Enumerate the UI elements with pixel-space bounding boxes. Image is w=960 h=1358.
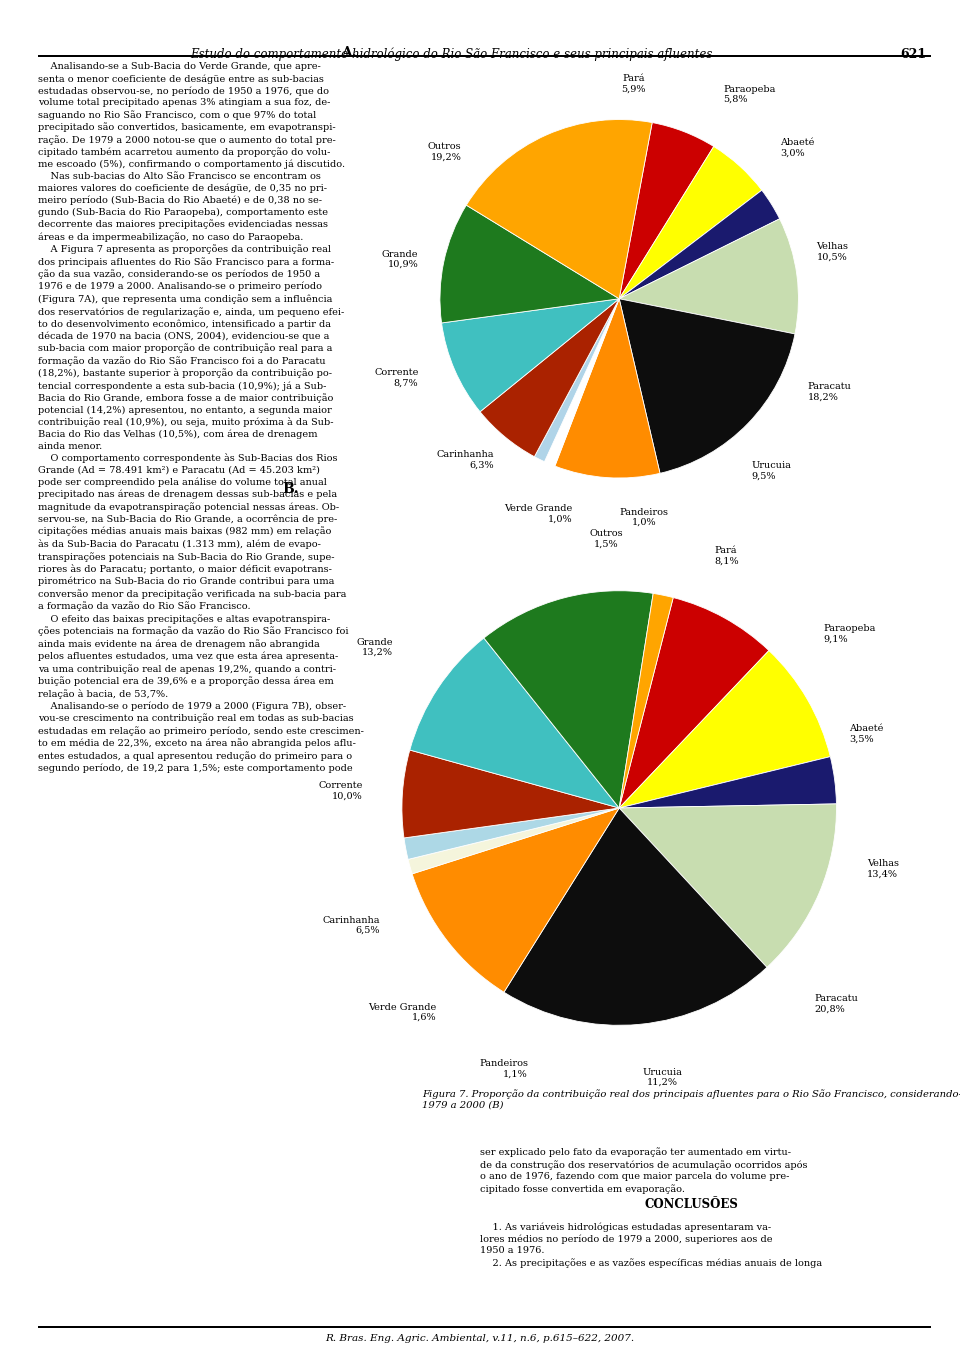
Text: Urucuia
9,5%: Urucuia 9,5% bbox=[752, 462, 792, 481]
Text: Verde Grande
1,0%: Verde Grande 1,0% bbox=[504, 504, 572, 524]
Text: B.: B. bbox=[282, 482, 300, 496]
Text: A.: A. bbox=[342, 46, 357, 60]
Wedge shape bbox=[402, 750, 619, 838]
Text: Estudo do comportamento hidrológico do Rio São Francisco e seus principais aflue: Estudo do comportamento hidrológico do R… bbox=[190, 48, 712, 61]
Text: Paraopeba
9,1%: Paraopeba 9,1% bbox=[824, 625, 876, 644]
Text: Paracatu
18,2%: Paracatu 18,2% bbox=[807, 382, 852, 402]
Text: CONCLUSÕES: CONCLUSÕES bbox=[644, 1198, 738, 1211]
Wedge shape bbox=[619, 190, 780, 299]
Text: Carinhanha
6,5%: Carinhanha 6,5% bbox=[323, 915, 380, 936]
Text: 1. As variáveis hidrológicas estudadas apresentaram va-
lores médios no período : 1. As variáveis hidrológicas estudadas a… bbox=[480, 1222, 822, 1268]
Wedge shape bbox=[619, 122, 714, 299]
Wedge shape bbox=[480, 299, 619, 456]
Text: Urucuia
11,2%: Urucuia 11,2% bbox=[642, 1067, 683, 1088]
Text: Grande
10,9%: Grande 10,9% bbox=[382, 250, 419, 269]
Wedge shape bbox=[467, 120, 652, 299]
Text: Outros
1,5%: Outros 1,5% bbox=[589, 528, 623, 549]
Wedge shape bbox=[619, 147, 762, 299]
Text: Velhas
10,5%: Velhas 10,5% bbox=[816, 243, 849, 262]
Text: Pandeiros
1,0%: Pandeiros 1,0% bbox=[620, 508, 669, 527]
Text: 621: 621 bbox=[900, 48, 926, 61]
Wedge shape bbox=[619, 593, 673, 808]
Text: Velhas
13,4%: Velhas 13,4% bbox=[867, 860, 899, 879]
Text: Paracatu
20,8%: Paracatu 20,8% bbox=[815, 994, 858, 1013]
Text: R. Bras. Eng. Agric. Ambiental, v.11, n.6, p.615–622, 2007.: R. Bras. Eng. Agric. Ambiental, v.11, n.… bbox=[325, 1334, 635, 1343]
Wedge shape bbox=[619, 756, 836, 808]
Text: Paraopeba
5,8%: Paraopeba 5,8% bbox=[723, 84, 776, 105]
Text: Pará
5,9%: Pará 5,9% bbox=[621, 73, 646, 94]
Wedge shape bbox=[619, 299, 795, 474]
Text: Corrente
8,7%: Corrente 8,7% bbox=[374, 368, 419, 387]
Wedge shape bbox=[440, 205, 619, 323]
Wedge shape bbox=[410, 638, 619, 808]
Wedge shape bbox=[619, 219, 799, 334]
Text: Carinhanha
6,3%: Carinhanha 6,3% bbox=[436, 451, 493, 470]
Text: Figura 7. Proporção da contribuição real dos principais afluentes para o Rio São: Figura 7. Proporção da contribuição real… bbox=[422, 1089, 960, 1109]
Text: Analisando-se a Sub-Bacia do Verde Grande, que apre-
senta o menor coeficiente d: Analisando-se a Sub-Bacia do Verde Grand… bbox=[38, 62, 364, 773]
Text: Grande
13,2%: Grande 13,2% bbox=[357, 637, 394, 657]
Text: Pará
8,1%: Pará 8,1% bbox=[715, 546, 739, 566]
Wedge shape bbox=[484, 591, 653, 808]
Wedge shape bbox=[619, 804, 836, 967]
Wedge shape bbox=[442, 299, 619, 411]
Text: Pandeiros
1,1%: Pandeiros 1,1% bbox=[479, 1059, 528, 1078]
Wedge shape bbox=[619, 650, 830, 808]
Wedge shape bbox=[619, 598, 769, 808]
Text: Abaeté
3,5%: Abaeté 3,5% bbox=[850, 724, 884, 744]
Wedge shape bbox=[555, 299, 660, 478]
Wedge shape bbox=[535, 299, 619, 462]
Wedge shape bbox=[412, 808, 619, 993]
Wedge shape bbox=[544, 299, 619, 466]
Text: Verde Grande
1,6%: Verde Grande 1,6% bbox=[369, 1002, 437, 1023]
Wedge shape bbox=[408, 808, 619, 873]
Text: ser explicado pelo fato da evaporação ter aumentado em virtu-
de da construção d: ser explicado pelo fato da evaporação te… bbox=[480, 1148, 807, 1194]
Text: Corrente
10,0%: Corrente 10,0% bbox=[319, 781, 363, 800]
Text: Abaeté
3,0%: Abaeté 3,0% bbox=[780, 139, 815, 158]
Text: Outros
19,2%: Outros 19,2% bbox=[428, 143, 462, 162]
Wedge shape bbox=[504, 808, 767, 1025]
Wedge shape bbox=[404, 808, 619, 860]
